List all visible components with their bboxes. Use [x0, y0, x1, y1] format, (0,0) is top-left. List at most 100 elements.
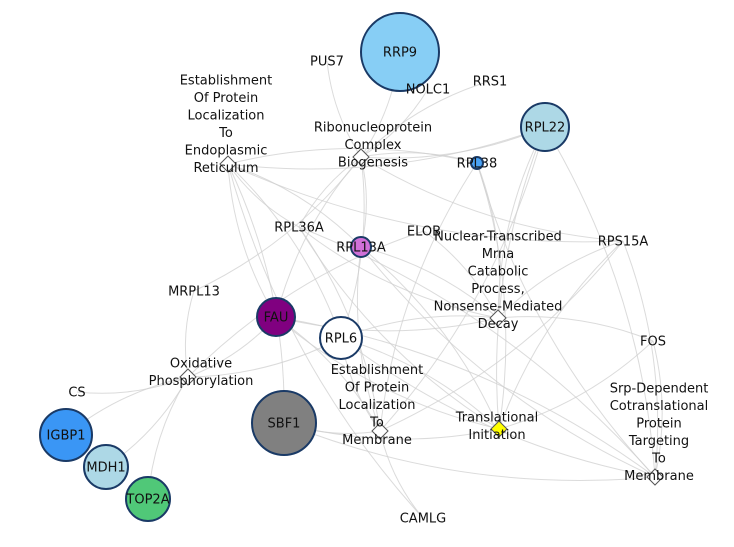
term-node-rnp[interactable]	[352, 148, 370, 166]
label-layer: Establishment Of Protein Localization To End…	[47, 46, 709, 527]
term-label-srp: Srp-Dependent Cotranslational Protein Targe…	[610, 381, 709, 484]
term-node-mem[interactable]	[371, 422, 389, 440]
term-node-srp[interactable]	[646, 468, 664, 486]
edge-rpl6-t_nmd	[340, 315, 499, 339]
gene-node-fau[interactable]	[256, 297, 296, 337]
term-label-line: Protein	[636, 416, 682, 431]
gene-node-igbp1[interactable]	[39, 408, 93, 462]
edge-rpl38-t_srp	[476, 162, 656, 478]
term-label-line: Decay	[478, 317, 519, 332]
gene-label-igbp1: IGBP1	[47, 429, 86, 444]
edge-rpl13a-t_er	[227, 163, 362, 248]
edge-rpl38-t_er	[227, 148, 478, 165]
gene-label-cs: CS	[68, 386, 85, 401]
gene-node-rpl22[interactable]	[520, 102, 570, 152]
term-label-line: Membrane	[624, 469, 694, 484]
edge-rps15a-t_mem	[379, 240, 624, 432]
edge-elob-t_ox	[187, 230, 425, 378]
gene-label-pus7: PUS7	[310, 55, 344, 70]
edge-rpl22-t_ti	[496, 126, 546, 430]
edge-rpl6-t_er	[227, 163, 342, 339]
gene-label-fos: FOS	[640, 335, 666, 350]
term-node-ti[interactable]	[490, 420, 508, 438]
edge-pus7-t_rnp	[326, 60, 362, 158]
term-label-line: Initiation	[468, 428, 525, 443]
gene-label-rps15a: RPS15A	[598, 235, 649, 250]
term-label-er: Establishment Of Protein Localization To End…	[180, 73, 273, 176]
edge-camlg-t_er	[227, 163, 424, 519]
term-label-line: Membrane	[342, 433, 412, 448]
term-label-line: Mrna	[482, 247, 515, 262]
edge-rpl13a-t_srp	[360, 246, 656, 478]
term-label-line: To	[218, 126, 233, 141]
term-label-line: Cotranslational	[610, 399, 709, 414]
gene-label-rpl38: RPL38	[457, 157, 498, 172]
term-label-line: Localization	[188, 108, 265, 123]
gene-node-rrp9[interactable]	[360, 12, 440, 92]
gene-label-rpl22: RPL22	[525, 121, 566, 136]
term-label-line: Nonsense-Mediated	[434, 299, 563, 314]
edge-rpl36a-t_er	[227, 163, 300, 228]
gene-node-sbf1[interactable]	[251, 390, 317, 456]
edge-rpl22-t_mem	[379, 126, 546, 432]
term-node-nmd[interactable]	[489, 309, 507, 327]
term-label-line: Ribonucleoprotein	[314, 121, 432, 136]
term-label-line: To	[651, 451, 666, 466]
edge-sbf1-t_srp	[283, 422, 656, 481]
term-label-line: Translational	[455, 410, 538, 425]
term-label-line: Process,	[471, 282, 524, 297]
term-label-line: Of Protein	[345, 381, 410, 396]
term-node-ox[interactable]	[179, 368, 197, 386]
edge-elob-t_nmd	[423, 230, 499, 319]
term-label-line: Catabolic	[468, 264, 529, 279]
term-label-line: Endoplasmic	[185, 143, 268, 158]
gene-label-rrp9: RRP9	[383, 46, 417, 61]
term-label-line: Of Protein	[194, 91, 259, 106]
edge-rpl6-t_srp	[340, 337, 656, 478]
gene-node-mdh1[interactable]	[83, 444, 129, 490]
gene-label-mrpl13: MRPL13	[168, 285, 220, 300]
gene-label-fau: FAU	[264, 311, 289, 326]
gene-label-elob: ELOB	[407, 225, 441, 240]
gene-label-top2a: TOP2A	[125, 493, 169, 508]
term-label-line: Srp-Dependent	[610, 381, 709, 396]
edge-rpl22-t_srp	[544, 126, 656, 478]
edge-nolc1-t_rnp	[360, 88, 429, 158]
gene-node-rpl38[interactable]	[470, 156, 484, 170]
gene-node-rpl13a[interactable]	[350, 236, 372, 258]
gene-label-rpl13a: RPL13A	[336, 241, 386, 256]
term-label-line: Establishment	[331, 363, 424, 378]
edge-rpl38-t_mem	[379, 162, 478, 432]
term-label-line: Complex	[344, 138, 401, 153]
edge-cs-t_ox	[76, 376, 189, 394]
edge-fau-t_ti	[275, 316, 500, 430]
edge-rps15a-t_rnp	[360, 156, 624, 242]
term-label-nmd: Nuclear-Transcribed Mrna Catabolic Process,…	[434, 229, 563, 332]
gene-node-top2a[interactable]	[125, 476, 171, 522]
term-label-line: To	[369, 416, 384, 431]
term-label-line: Localization	[339, 398, 416, 413]
edge-fau-t_er	[227, 163, 277, 318]
edge-rpl13a-t_ti	[360, 246, 500, 430]
term-label-ti: Translational Initiation	[455, 410, 538, 443]
edge-fau-t_nmd	[275, 316, 499, 332]
gene-node-rpl6[interactable]	[319, 316, 363, 360]
edge-rpl36a-t_ti	[298, 226, 500, 430]
edge-rps15a-t_srp	[622, 240, 659, 478]
edge-camlg-t_mem	[379, 430, 424, 519]
edge-rps15a-t_ti	[498, 240, 624, 430]
edge-rpl22-t_er	[227, 126, 546, 170]
term-label-line: Oxidative	[170, 356, 232, 371]
term-label-line: Targeting	[628, 434, 689, 449]
edge-rrs1-t_rnp	[360, 80, 491, 158]
edge-rpl6-t_ti	[340, 337, 500, 430]
term-label-mem: Establishment Of Protein Localization To Mem…	[331, 363, 424, 448]
term-node-er[interactable]	[219, 155, 237, 173]
term-label-line: Nuclear-Transcribed	[434, 229, 562, 244]
term-label-line: Reticulum	[193, 161, 258, 176]
edge-fau-t_rnp	[275, 156, 362, 318]
gene-label-mdh1: MDH1	[86, 461, 125, 476]
edge-mrpl13-t_ox	[184, 290, 195, 378]
edge-rpl13a-t_nmd	[360, 246, 499, 319]
gene-label-rpl36a: RPL36A	[274, 221, 324, 236]
